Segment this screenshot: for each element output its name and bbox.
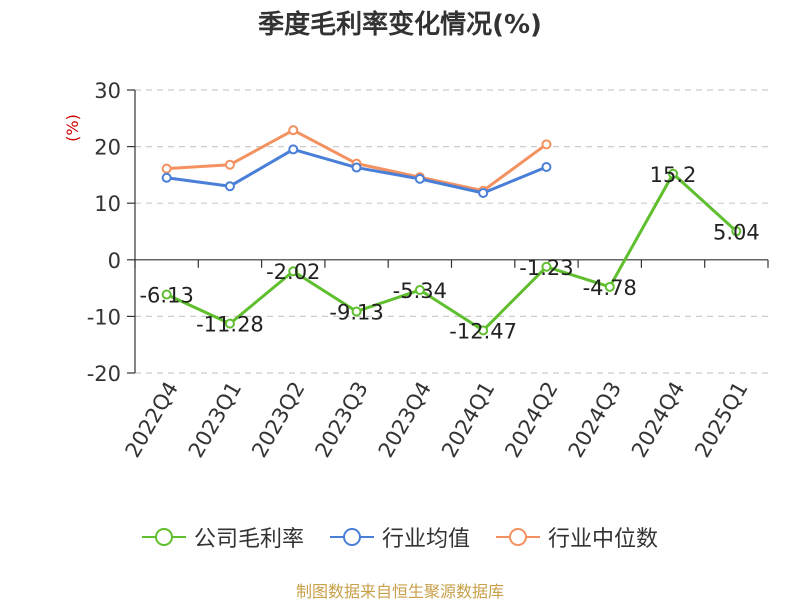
data-label: -9.13 <box>329 300 383 324</box>
y-axis-label: (%) <box>63 114 82 142</box>
data-point <box>604 281 615 292</box>
data-point <box>541 139 552 150</box>
legend-swatch-industry-median <box>496 528 540 546</box>
x-tick-label: 2024Q2 <box>500 378 562 462</box>
y-tick-label: -10 <box>87 305 121 329</box>
source-note: 制图数据来自恒生聚源数据库 <box>295 582 504 601</box>
x-tick-label: 2024Q1 <box>437 378 499 462</box>
data-point <box>414 285 425 296</box>
data-point <box>288 144 299 155</box>
data-point <box>224 181 235 192</box>
data-point <box>224 318 235 329</box>
data-point <box>224 159 235 170</box>
data-label: 15.2 <box>650 163 697 187</box>
data-point <box>288 125 299 136</box>
series-line <box>166 172 738 332</box>
legend-swatch-company <box>141 528 186 546</box>
data-point <box>351 162 362 173</box>
data-label: -11.28 <box>196 313 264 337</box>
data-point <box>161 163 172 174</box>
data-point <box>478 325 489 336</box>
x-tick-label: 2023Q2 <box>247 378 309 462</box>
data-point <box>478 188 489 199</box>
data-point <box>161 289 172 300</box>
chart-title: 季度毛利率变化情况(%) <box>258 10 542 40</box>
data-label: -1.23 <box>519 256 573 280</box>
y-tick-label: 10 <box>94 192 121 216</box>
data-label: -4.78 <box>583 276 637 300</box>
data-point <box>541 261 552 272</box>
y-tick-label: -20 <box>87 362 121 386</box>
data-point <box>161 172 172 183</box>
data-label: -2.02 <box>266 260 320 284</box>
data-label: 5.04 <box>713 220 760 244</box>
data-label: -6.13 <box>139 283 193 307</box>
data-label: -12.47 <box>449 319 517 343</box>
x-tick-label: 2022Q4 <box>121 378 183 462</box>
data-point <box>414 173 425 184</box>
legend-item-industry-median[interactable]: 行业中位数 <box>496 521 658 553</box>
y-tick-label: 30 <box>94 79 121 103</box>
legend-label-company: 公司毛利率 <box>193 527 304 552</box>
x-tick-label: 2023Q3 <box>310 378 372 462</box>
data-point <box>731 226 742 237</box>
legend-swatch-industry-mean <box>329 528 374 546</box>
x-tick-label: 2025Q1 <box>690 378 752 462</box>
data-point <box>668 168 679 179</box>
y-tick-label: 20 <box>94 136 121 160</box>
x-tick-label: 2024Q3 <box>564 378 626 462</box>
data-point <box>288 266 299 277</box>
legend-item-industry-mean[interactable]: 行业均值 <box>329 521 470 553</box>
x-tick-label: 2023Q1 <box>184 378 246 462</box>
legend-label-industry-median: 行业中位数 <box>548 527 659 552</box>
legend-item-company[interactable]: 公司毛利率 <box>141 521 304 553</box>
x-tick-label: 2024Q4 <box>627 378 689 462</box>
y-tick-label: 0 <box>108 249 121 273</box>
data-point <box>541 161 552 172</box>
data-point <box>351 306 362 317</box>
legend-label-industry-mean: 行业均值 <box>381 527 470 552</box>
legend: 公司毛利率 行业均值 行业中位数 <box>0 521 800 553</box>
data-label: -5.34 <box>393 279 447 303</box>
x-tick-label: 2023Q4 <box>374 377 436 461</box>
